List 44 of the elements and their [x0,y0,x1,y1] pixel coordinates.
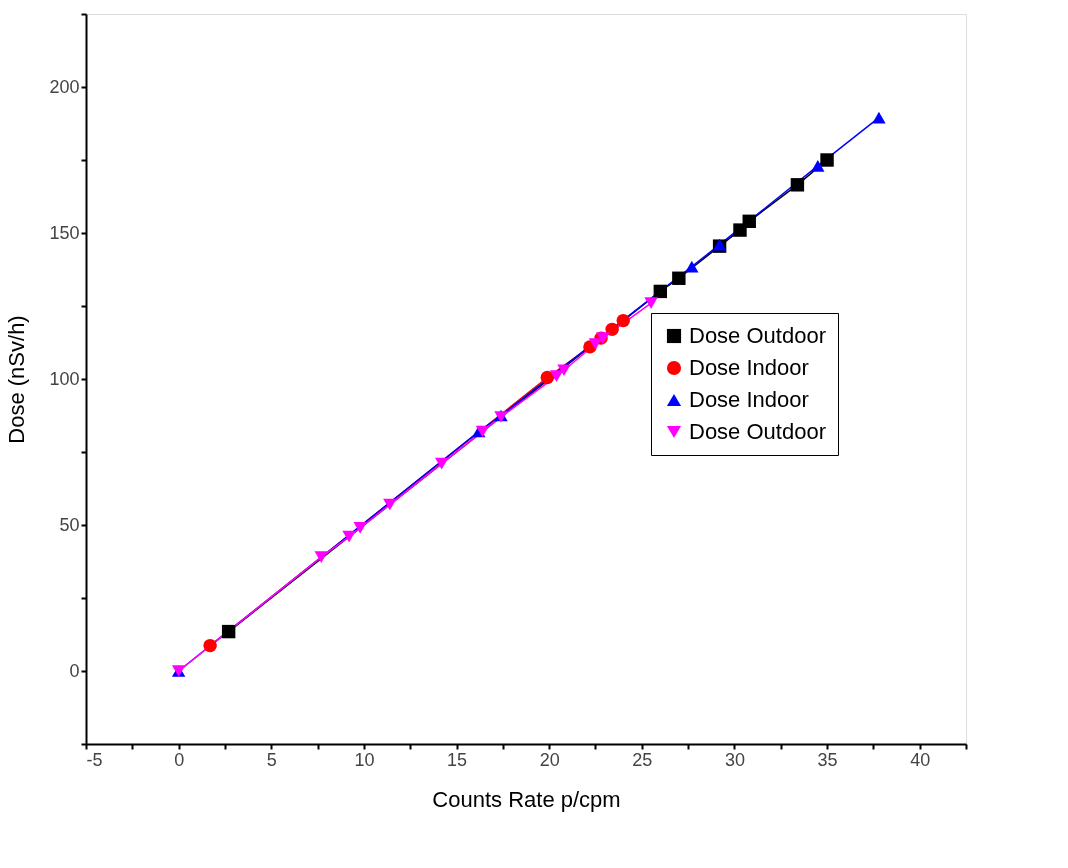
x-tick-label: 35 [817,749,838,770]
point [475,425,490,438]
point [203,638,217,653]
point [872,111,886,124]
point [811,160,825,172]
x-tick-label: 10 [354,749,375,770]
y-tick-label: 150 [49,222,80,243]
point [540,370,555,385]
y-axis-title: Dose (nSv/h) [4,315,30,444]
point [820,153,834,167]
x-tick-label: 15 [447,749,468,770]
x-axis-title: Counts Rate p/cpm [432,786,621,812]
point [383,498,397,511]
point [605,322,619,337]
point [549,370,564,382]
x-tick-label: 40 [910,749,931,770]
point [653,284,668,299]
point [672,271,686,285]
x-tick-label: 0 [174,749,185,770]
point [435,457,449,470]
legend-label: Dose Outdoor [689,419,826,444]
point [342,530,356,543]
point [557,364,571,377]
y-tick-label: 200 [49,76,80,97]
legend-label: Dose Indoor [689,355,809,380]
x-tick-label: 5 [266,749,277,770]
x-tick-label: 20 [539,749,560,770]
x-tick-label: 25 [632,749,653,770]
point [221,624,236,639]
x-tick-label: 30 [724,749,745,770]
point [742,214,756,229]
x-tick-label: -5 [86,749,103,770]
y-tick-label: 50 [59,514,80,535]
legend-label: Dose Outdoor [689,323,826,348]
legend-label: Dose Indoor [689,387,809,412]
point [588,338,603,350]
point [644,297,658,309]
point [790,178,805,192]
point [685,260,699,273]
point [616,313,630,328]
y-tick-label: 100 [49,368,80,389]
point [353,522,367,534]
y-tick-label: 0 [69,660,80,681]
point [314,551,328,563]
